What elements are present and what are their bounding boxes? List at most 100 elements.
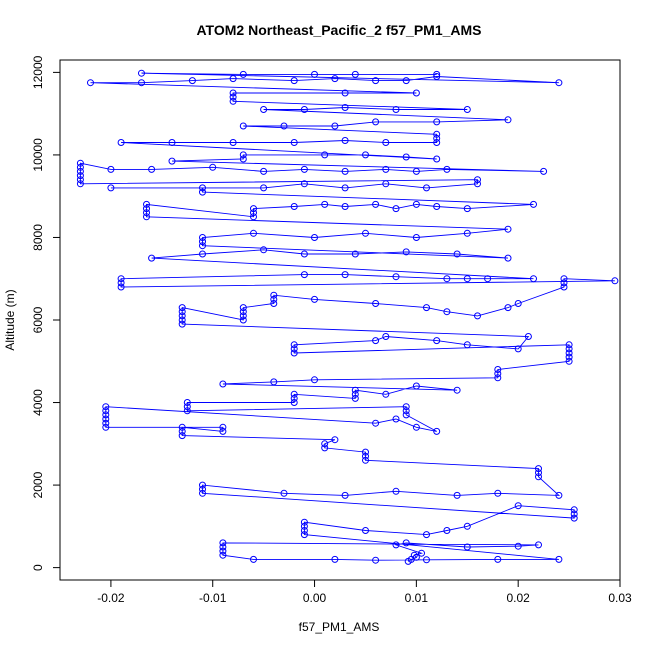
data-point <box>250 229 257 237</box>
data-point <box>412 167 420 175</box>
data-point <box>514 502 522 510</box>
data-point <box>372 300 380 307</box>
data-point <box>188 77 196 85</box>
data-point <box>412 200 420 208</box>
data-point <box>433 70 441 78</box>
data-point <box>178 320 186 328</box>
data-point <box>540 167 548 175</box>
data-point <box>570 506 578 514</box>
data-point <box>178 308 186 316</box>
data-point <box>560 279 568 287</box>
data-point <box>239 151 247 159</box>
data-point <box>219 547 227 555</box>
data-point <box>494 374 502 382</box>
data-point <box>300 180 308 188</box>
data-point <box>412 553 420 561</box>
data-point <box>392 106 400 113</box>
data-point <box>382 180 390 188</box>
data-point <box>341 137 349 144</box>
data-point <box>239 308 247 316</box>
data-point <box>102 407 110 415</box>
data-point <box>423 184 430 192</box>
data-point <box>423 531 430 539</box>
y-tick-label: 0 <box>31 564 45 571</box>
data-point <box>382 390 390 398</box>
data-point <box>504 254 512 262</box>
data-point <box>300 106 308 113</box>
data-point <box>372 118 380 126</box>
data-point <box>433 427 441 435</box>
data-point <box>138 79 145 87</box>
data-point <box>178 316 186 324</box>
data-point <box>555 79 563 87</box>
data-point <box>229 139 237 146</box>
data-point <box>290 341 298 349</box>
data-point <box>300 527 308 534</box>
data-point <box>402 407 410 415</box>
data-point <box>453 491 461 499</box>
data-point <box>463 543 471 551</box>
data-point <box>229 93 237 101</box>
data-point <box>311 234 318 241</box>
data-point <box>362 527 369 534</box>
data-point <box>199 184 206 192</box>
data-point <box>402 153 410 161</box>
data-point <box>239 312 247 320</box>
data-point <box>250 209 257 217</box>
data-point <box>570 514 578 522</box>
data-point <box>341 167 349 175</box>
data-point <box>372 419 380 427</box>
data-point <box>443 275 451 283</box>
data-point <box>433 73 441 80</box>
data-point <box>300 518 308 526</box>
data-point <box>351 390 359 398</box>
data-point <box>117 139 125 146</box>
data-point <box>199 485 206 493</box>
data-point <box>199 250 206 258</box>
data-point <box>270 291 278 299</box>
data-point <box>504 225 512 233</box>
data-point <box>382 139 390 146</box>
data-point <box>143 213 150 221</box>
data-point <box>219 551 227 559</box>
y-tick-label: 8000 <box>31 224 45 251</box>
data-point <box>102 403 110 411</box>
data-point <box>392 415 400 423</box>
data-point <box>300 165 308 173</box>
data-point <box>351 250 359 258</box>
data-point <box>423 556 430 564</box>
data-point <box>239 316 247 324</box>
data-point <box>555 555 563 563</box>
data-point <box>412 89 420 97</box>
data-point <box>560 275 568 283</box>
data-point <box>514 345 522 353</box>
x-axis-label: f57_PM1_AMS <box>299 620 380 634</box>
data-point <box>362 229 369 237</box>
data-point <box>199 489 206 497</box>
data-point <box>76 180 84 188</box>
data-point <box>433 337 441 345</box>
plot-area-frame <box>59 59 621 581</box>
data-point <box>362 452 369 460</box>
data-point <box>433 155 441 163</box>
data-point <box>524 333 532 340</box>
data-point <box>341 184 349 192</box>
data-point <box>239 70 247 78</box>
data-point <box>463 341 471 349</box>
data-point <box>474 176 481 184</box>
data-point <box>362 151 369 159</box>
data-point <box>178 427 186 435</box>
data-point <box>260 246 268 254</box>
y-axis-label: Altitude (m) <box>3 289 17 350</box>
data-point <box>565 353 573 361</box>
data-point <box>148 254 156 262</box>
data-point <box>433 130 441 138</box>
data-point <box>362 448 369 456</box>
data-point <box>410 551 418 559</box>
data-point <box>535 541 542 549</box>
data-point <box>463 275 471 283</box>
y-axis: 0 2000 4000 6000 8000 10000 12000 <box>31 55 61 571</box>
x-axis: -0.02 -0.01 0.00 0.01 0.02 0.03 <box>97 579 632 605</box>
data-point <box>219 543 227 551</box>
data-point <box>290 139 298 146</box>
